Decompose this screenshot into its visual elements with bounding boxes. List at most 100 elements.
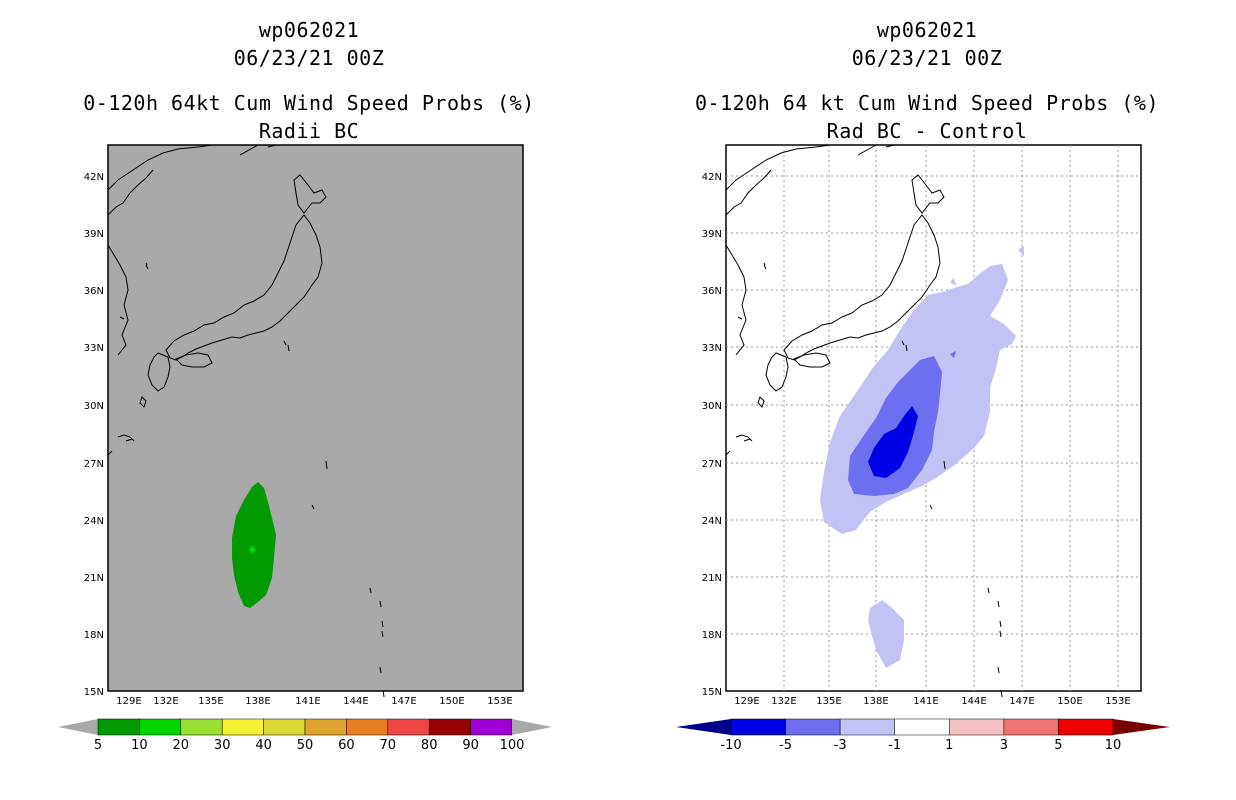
right-grid [726,145,1141,691]
lon-label: 153E [1105,696,1130,707]
lat-label: 30N [84,401,104,412]
right-lon-labels: 129E 132E 135E 138E 141E 144E 147E 150E … [734,696,1130,707]
left-colorbar-over-tip [512,719,552,735]
lat-label: 15N [702,687,722,698]
lat-label: 18N [84,630,104,641]
right-colorbar-swatch [1058,718,1114,736]
lat-label: 18N [702,630,722,641]
lon-label: 144E [961,696,986,707]
right-colorbar-swatch [730,718,786,736]
right-datetime: 06/23/21 00Z [851,46,1003,70]
right-panel: wp062021 06/23/21 00Z 0-120h 64 kt Cum W… [618,0,1236,800]
lat-label: 36N [84,286,104,297]
lon-label: 135E [816,696,841,707]
left-colorbar-swatch [263,718,306,736]
lon-label: 141E [295,696,320,707]
left-colorbar-label: 40 [255,738,272,753]
lat-label: 42N [84,172,104,183]
lat-label: 39N [702,229,722,240]
left-colorbar-swatches [97,718,513,736]
right-product-title: 0-120h 64 kt Cum Wind Speed Probs (%) [694,91,1160,115]
left-product-title: 0-120h 64kt Cum Wind Speed Probs (%) [83,91,535,115]
left-colorbar-swatch [428,718,471,736]
lat-label: 21N [84,573,104,584]
right-colorbar-label: 1 [945,738,953,753]
left-colorbar-swatch [470,718,513,736]
lat-label: 42N [702,172,722,183]
lat-label: 24N [84,516,104,527]
right-colorbar-swatch [1003,718,1059,736]
right-contour-minus3-minus1-small [950,278,956,286]
right-colorbar-label: -1 [888,738,901,753]
lon-label: 138E [863,696,888,707]
right-subtitle: Rad BC - Control [826,119,1028,143]
right-colorbar-label: -5 [779,738,792,753]
lon-label: 132E [153,696,178,707]
right-lat-labels: 42N 39N 36N 33N 30N 27N 24N 21N 18N 15N [702,172,722,698]
right-colorbar-label: -10 [720,738,741,753]
right-map: 42N 39N 36N 33N 30N 27N 24N 21N 18N 15N … [702,144,1142,707]
lon-label: 147E [391,696,416,707]
left-colorbar-label: 20 [173,738,190,753]
left-colorbar-label: 5 [94,738,102,753]
lon-label: 147E [1009,696,1034,707]
left-colorbar-swatch [97,718,140,736]
left-colorbar-swatch [180,718,223,736]
right-contour-minus3-minus1-south [868,600,904,668]
lat-label: 27N [84,459,104,470]
lon-label: 150E [439,696,464,707]
left-contour-10-20 [249,545,256,554]
left-colorbar-label: 90 [462,738,479,753]
left-colorbar-label: 80 [421,738,438,753]
left-map: 42N 39N 36N 33N 30N 27N 24N 21N 18N 15N … [84,144,524,707]
left-colorbar-swatch [387,718,430,736]
lat-label: 30N [702,401,722,412]
left-colorbar-labels: 5 10 20 30 40 50 60 70 80 90 100 [94,738,525,753]
right-contour-minus10-minus5 [868,406,918,478]
right-colorbar-under-tip [676,719,731,735]
lon-label: 144E [343,696,368,707]
lat-label: 15N [84,687,104,698]
left-colorbar-swatch [346,718,389,736]
right-storm-id: wp062021 [876,18,978,42]
lon-label: 141E [913,696,938,707]
left-panel: wp062021 06/23/21 00Z 0-120h 64kt Cum Wi… [58,18,552,753]
lon-label: 138E [245,696,270,707]
lat-label: 24N [702,516,722,527]
left-colorbar-swatch [304,718,347,736]
right-contour-minus3-minus1-small [1018,246,1024,256]
right-colorbar-swatch [894,718,950,736]
lon-label: 129E [116,696,141,707]
left-colorbar-under-tip [58,719,98,735]
lon-label: 132E [771,696,796,707]
right-map-frame [725,144,1142,692]
lon-label: 150E [1057,696,1082,707]
right-colorbar-label: -3 [834,738,847,753]
right-contour-minus5-minus3-small [950,351,956,358]
left-colorbar: 5 10 20 30 40 50 60 70 80 90 100 [58,718,552,753]
right-colorbar-label: 3 [1000,738,1008,753]
left-lat-labels: 42N 39N 36N 33N 30N 27N 24N 21N 18N 15N [84,172,104,698]
right-colorbar-over-tip [1113,719,1170,735]
right-colorbar-labels: -10 -5 -3 -1 1 3 5 10 [720,738,1121,753]
lat-label: 33N [702,343,722,354]
right-colorbar-label: 5 [1054,738,1062,753]
lat-label: 33N [84,343,104,354]
left-map-frame [107,144,524,692]
right-colorbar-swatch [949,718,1005,736]
lon-label: 153E [487,696,512,707]
left-colorbar-swatch [221,718,264,736]
left-colorbar-label: 60 [338,738,355,753]
left-colorbar-label: 30 [214,738,231,753]
lat-label: 39N [84,229,104,240]
left-datetime: 06/23/21 00Z [233,46,385,70]
right-colorbar-swatch [839,718,895,736]
lat-label: 21N [702,573,722,584]
left-contour-5-10 [232,482,276,608]
right-colorbar-swatches [730,718,1114,736]
left-colorbar-swatch [139,718,182,736]
left-storm-id: wp062021 [258,18,360,42]
left-colorbar-label: 70 [380,738,397,753]
right-colorbar-label: 10 [1105,738,1122,753]
lat-label: 27N [702,459,722,470]
